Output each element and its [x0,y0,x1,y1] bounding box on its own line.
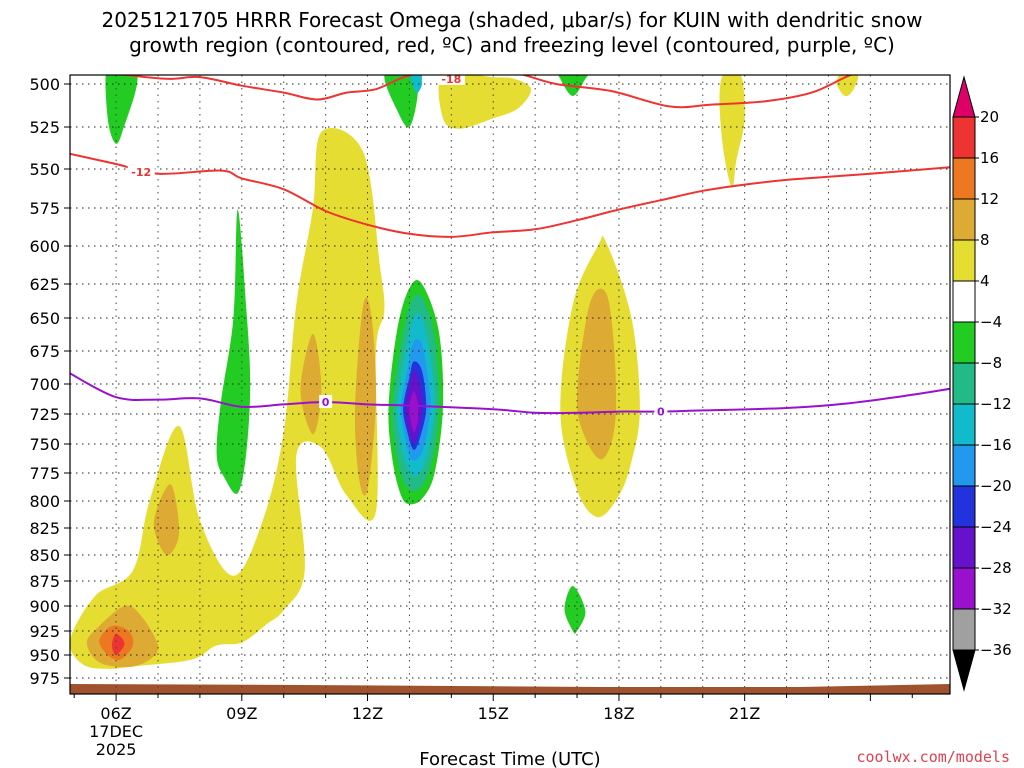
y-tick-label-525: 525 [29,118,60,137]
x-tick-year: 2025 [96,740,137,759]
colorbar-label-4: 4 [980,272,990,290]
omega-region-17 [564,585,586,634]
colorbar-label-12: 12 [980,190,999,208]
y-tick-label-950: 950 [29,646,60,665]
colorbar-bin-6 [952,362,976,405]
colorbar-label--20: −20 [980,477,1012,495]
colorbar-label--28: −28 [980,559,1012,577]
contour-label--12: -12 [131,166,151,179]
grid-layer [70,75,950,694]
plot-content [70,75,950,694]
y-tick-label-825: 825 [29,519,60,538]
y-tick-label-750: 750 [29,435,60,454]
colorbar-label--12: −12 [980,395,1012,413]
colorbar-bin-8 [952,444,976,487]
x-axis-label: Forecast Time (UTC) [419,749,600,768]
colorbar-label--16: −16 [980,436,1012,454]
y-tick-label-900: 900 [29,597,60,616]
colorbar-bin-7 [952,403,976,446]
x-tick-date: 17DEC [89,722,143,741]
colorbar-bin-11 [952,567,976,610]
contour-label-bg [319,395,333,408]
colorbar-bin-3 [952,239,976,282]
colorbar-bin-10 [952,526,976,569]
colorbar: 20 16 12 8 4 −4 −8 −12 −16 −20 −24 −28 −32 −36 [952,75,1012,692]
x-tick-label-21Z: 21Z [729,704,760,723]
colorbar-bin-12 [952,608,976,651]
colorbar-label--36: −36 [980,641,1012,659]
colorbar-bin-0 [952,116,976,159]
y-tick-label-700: 700 [29,375,60,394]
contour-label-bg [437,75,465,85]
colorbar-bin-1 [952,157,976,200]
colorbar-label--32: −32 [980,600,1012,618]
x-tick-label-15Z: 15Z [478,704,509,723]
y-tick-label-575: 575 [29,199,60,218]
x-tick-label-12Z: 12Z [352,704,383,723]
omega-region-12 [105,75,138,144]
contour-line--18 [118,75,854,109]
x-tick-label-09Z: 09Z [226,704,257,723]
omega-region-13 [216,209,251,494]
omega-region-1 [438,75,532,129]
x-tick-label-18Z: 18Z [603,704,634,723]
omega-region-21 [411,75,423,93]
contour-label-bg [127,165,155,179]
y-tick-label-550: 550 [29,160,60,179]
colorbar-bin-2 [952,198,976,241]
contour-label--18: -18 [441,73,461,86]
omega-region-11 [111,633,125,656]
y-tick-label-800: 800 [29,492,60,511]
colorbar-label-8: 8 [980,231,990,249]
credit-link[interactable]: coolwx.com/models [856,748,1010,766]
chart-title-line1: 2025121705 HRRR Forecast Omega (shaded, … [102,8,923,32]
y-axis: 500 525 550 575 600 625 650 675 700 725 750 775 800 8… [29,75,70,688]
y-tick-label-600: 600 [29,237,60,256]
contour-label-bg [654,404,668,418]
contour-line-0 [70,372,950,415]
colorbar-label-20: 20 [980,108,999,126]
y-tick-label-650: 650 [29,309,60,328]
contour-label-0: 0 [657,406,665,419]
omega-region-9 [576,288,617,460]
chart-title-line2: growth region (contoured, red, ºC) and f… [129,33,895,57]
omega-region-8 [354,297,377,496]
y-tick-label-850: 850 [29,546,60,565]
colorbar-label-16: 16 [980,149,999,167]
y-tick-label-725: 725 [29,405,60,424]
colorbar-label--4: −4 [980,313,1002,331]
y-tick-label-975: 975 [29,669,60,688]
colorbar-bin-4 [952,280,976,323]
y-tick-label-675: 675 [29,342,60,361]
y-tick-label-625: 625 [29,275,60,294]
omega-region-6 [153,484,180,556]
y-tick-label-925: 925 [29,622,60,641]
omega-region-25 [409,391,419,433]
colorbar-label--24: −24 [980,518,1012,536]
colorbar-bin-9 [952,485,976,528]
y-tick-label-500: 500 [29,75,60,94]
colorbar-label--8: −8 [980,354,1002,372]
x-tick-label-06Z: 06Z [100,704,131,723]
colorbar-bin-5 [952,321,976,364]
omega-region-4 [836,75,859,97]
y-tick-label-875: 875 [29,572,60,591]
terrain-strip [70,684,950,694]
y-tick-label-775: 775 [29,464,60,483]
contour-line--12 [70,152,950,238]
omega-region-0 [70,128,385,669]
colorbar-bottom-arrow [952,649,976,692]
contour-label-0: 0 [322,396,330,409]
contour-layer: -18 -12 0 0 [70,73,950,419]
